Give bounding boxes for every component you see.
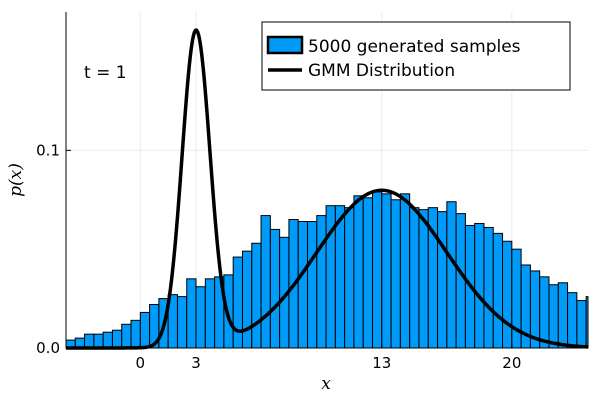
legend-box bbox=[261, 21, 571, 91]
time-annotation: t = 1 bbox=[84, 63, 127, 83]
legend-gmm-label: GMM Distribution bbox=[308, 61, 455, 81]
histogram-bar bbox=[362, 197, 374, 349]
histogram-bar bbox=[306, 221, 318, 349]
histogram-bar bbox=[241, 250, 253, 349]
histogram-bar bbox=[176, 296, 188, 349]
histogram-bar bbox=[446, 201, 457, 349]
histogram-bar bbox=[316, 215, 327, 349]
histogram-bar bbox=[585, 296, 589, 349]
histogram-bar bbox=[130, 319, 141, 349]
histogram-bar bbox=[251, 242, 262, 349]
histogram-bar bbox=[548, 284, 559, 349]
histogram-bar bbox=[492, 232, 504, 349]
histogram-bar bbox=[297, 221, 308, 349]
histogram-bar bbox=[381, 193, 392, 349]
histogram-bar bbox=[139, 311, 151, 349]
histogram-bar bbox=[409, 207, 420, 349]
gmm-curve-layer bbox=[65, 28, 589, 350]
histogram-bar bbox=[195, 286, 206, 349]
histogram-bar bbox=[93, 333, 104, 349]
histogram-bar bbox=[353, 195, 364, 349]
histogram-bar bbox=[334, 205, 346, 349]
histogram-bar bbox=[502, 240, 513, 349]
histogram-bar bbox=[372, 191, 383, 349]
legend-histogram-label: 5000 generated samples bbox=[308, 37, 521, 57]
histogram-bar bbox=[539, 276, 550, 349]
x-tick-label: 0 bbox=[136, 354, 146, 372]
histogram-bar bbox=[232, 256, 243, 349]
histogram-bar bbox=[204, 278, 216, 349]
histogram-bar bbox=[455, 213, 466, 349]
y-tick-label: 0.1 bbox=[36, 141, 60, 159]
x-tick-label: 13 bbox=[372, 354, 391, 372]
histogram-bar bbox=[437, 211, 448, 349]
histogram-bar bbox=[557, 282, 569, 349]
axes bbox=[65, 12, 588, 349]
x-tick-label: 20 bbox=[502, 354, 521, 372]
histogram-bar bbox=[483, 226, 494, 349]
legend: 5000 generated samples GMM Distribution bbox=[261, 21, 571, 91]
histogram-bar bbox=[84, 333, 95, 349]
gmm-curve bbox=[65, 28, 589, 350]
histogram-bar bbox=[111, 329, 123, 349]
histogram-bar bbox=[567, 292, 578, 349]
histogram-bar bbox=[186, 278, 197, 349]
histogram-bar bbox=[399, 193, 411, 349]
histogram-bar bbox=[260, 215, 271, 349]
histogram-bar bbox=[390, 199, 401, 349]
x-axis-label: x bbox=[321, 374, 331, 394]
histogram-bar bbox=[418, 209, 429, 349]
tick-labels: 0 3 13 20 0.0 0.1 bbox=[36, 141, 521, 372]
histogram-bar bbox=[269, 228, 281, 349]
histogram-bar bbox=[576, 300, 587, 349]
x-tick-label: 3 bbox=[191, 354, 201, 372]
histogram-bar bbox=[474, 222, 485, 349]
y-axis-label: p(x) bbox=[6, 163, 26, 197]
histogram-bar bbox=[344, 207, 355, 349]
histogram-bar bbox=[121, 323, 132, 349]
legend-histogram-swatch bbox=[266, 35, 304, 55]
histogram-bar bbox=[102, 331, 113, 349]
y-tick-label: 0.0 bbox=[36, 339, 60, 357]
